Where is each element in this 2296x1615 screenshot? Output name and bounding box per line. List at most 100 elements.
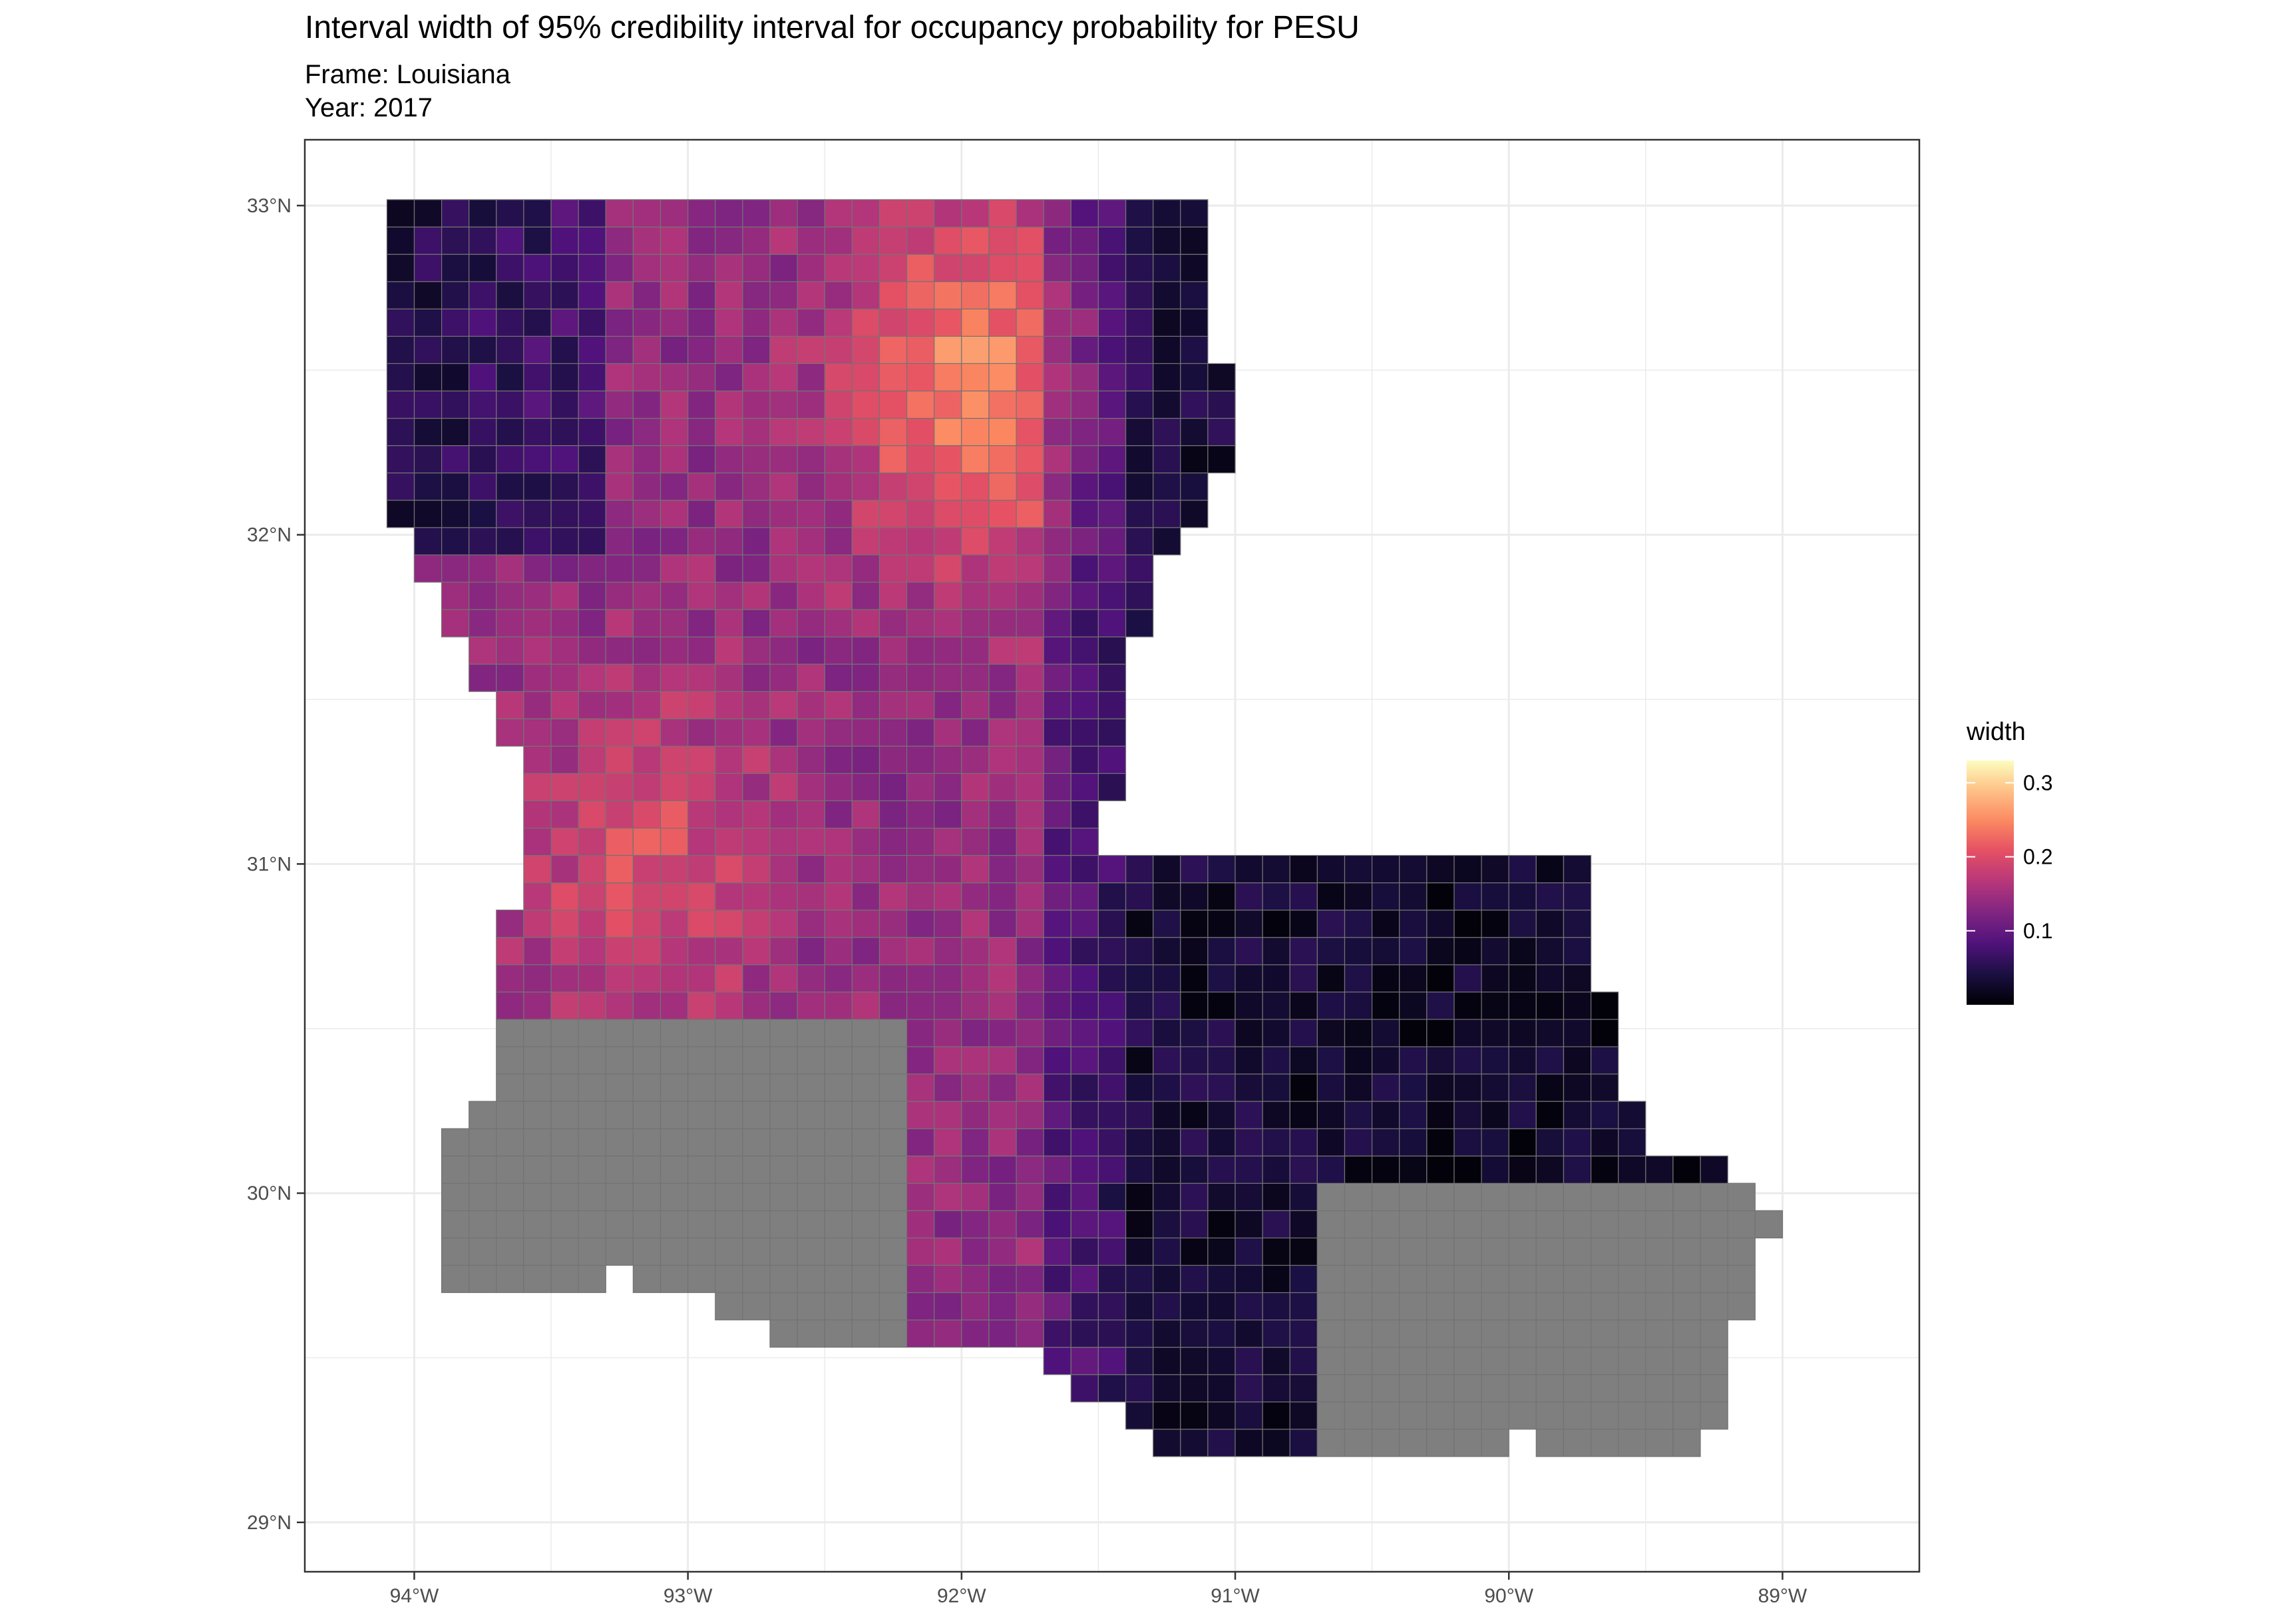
map-cell [496, 582, 524, 610]
map-cell [1153, 1155, 1181, 1184]
map-cell [988, 691, 1017, 719]
map-cell [1070, 1073, 1099, 1102]
map-cell [769, 1182, 798, 1211]
map-cell [906, 1155, 935, 1184]
map-cell [1097, 1155, 1127, 1184]
legend-tick-label: 0.3 [2023, 771, 2052, 795]
map-cell [1399, 1264, 1428, 1294]
map-cell [632, 199, 662, 228]
map-title: Interval width of 95% credibility interv… [305, 10, 1360, 45]
map-cell [1453, 1319, 1482, 1348]
map-cell [1125, 1073, 1154, 1102]
map-cell [988, 800, 1017, 829]
map-cell [715, 554, 743, 583]
map-cell [797, 226, 825, 255]
map-cell [1070, 527, 1099, 556]
map-cell [632, 445, 662, 474]
map-cell [550, 1101, 579, 1129]
map-cell [1016, 335, 1044, 364]
map-cell [1070, 417, 1099, 447]
map-cell [660, 445, 689, 474]
map-cell [715, 854, 743, 884]
map-cell [934, 609, 962, 637]
map-cell [523, 554, 552, 583]
map-cell [469, 500, 497, 528]
map-cell [851, 691, 880, 719]
map-cell [441, 472, 470, 501]
map-cell [1180, 1046, 1209, 1075]
map-cell [660, 281, 689, 309]
map-cell [742, 663, 771, 692]
map-cell [1097, 937, 1127, 966]
map-cell [961, 500, 990, 528]
map-cell [1207, 1292, 1236, 1321]
map-cell [1508, 854, 1537, 884]
map-cell [496, 609, 524, 637]
map-cell [988, 636, 1017, 665]
map-cell [1153, 1374, 1181, 1403]
map-cell [1481, 1292, 1509, 1321]
map-cell [1180, 199, 1209, 228]
map-cell [1563, 1401, 1592, 1430]
map-cell [523, 663, 552, 692]
map-cell [1535, 1237, 1565, 1266]
map-cell [1043, 1264, 1071, 1294]
map-cell [824, 390, 853, 419]
map-cell [934, 582, 962, 610]
map-cell [1591, 1046, 1619, 1075]
map-cell [1563, 1346, 1592, 1375]
x-tick-label: 89°W [1758, 1585, 1808, 1607]
map-cell [1016, 500, 1044, 528]
map-cell [1535, 1210, 1565, 1239]
map-cell [1016, 773, 1044, 802]
map-cell [1070, 1210, 1099, 1239]
map-cell [1016, 663, 1044, 692]
map-cell [1645, 1292, 1674, 1321]
map-cell [1344, 1264, 1373, 1294]
map-cell [824, 582, 853, 610]
map-cell [878, 1073, 908, 1102]
map-cell [769, 1264, 798, 1294]
map-cell [1262, 1019, 1290, 1047]
map-cell [1180, 363, 1209, 392]
map-cell [1180, 1346, 1209, 1375]
map-cell [1097, 254, 1127, 282]
map-cell [1481, 991, 1509, 1020]
map-cell [441, 335, 470, 364]
map-cell [441, 1128, 470, 1157]
map-cell [578, 390, 606, 419]
map-cell [1153, 1182, 1181, 1211]
map-cell [1153, 199, 1181, 228]
map-cell [961, 1292, 990, 1321]
map-cell [824, 1073, 853, 1102]
map-cell [632, 854, 662, 884]
map-cell [1372, 1128, 1400, 1157]
map-cell [1563, 1264, 1592, 1294]
map-cell [1563, 964, 1592, 993]
map-cell [1180, 909, 1209, 938]
map-cell [1399, 1182, 1428, 1211]
map-cell [1481, 1346, 1509, 1375]
map-cell [523, 1046, 552, 1075]
map-cell [1207, 1429, 1236, 1457]
map-cell [824, 254, 853, 282]
map-cell [961, 991, 990, 1020]
map-cell [523, 773, 552, 802]
map-cell [797, 1155, 825, 1184]
map-cell [1700, 1346, 1728, 1375]
map-cell [578, 1101, 606, 1129]
map-cell [851, 773, 880, 802]
map-cell [496, 991, 524, 1020]
map-cell [797, 308, 825, 337]
map-cell [1070, 691, 1099, 719]
map-cell [988, 1319, 1017, 1348]
map-cell [906, 800, 935, 829]
map-cell [824, 1101, 853, 1129]
map-cell [934, 254, 962, 282]
map-cell [605, 991, 634, 1020]
map-cell [824, 745, 853, 775]
map-cell [496, 718, 524, 747]
map-cell [1043, 1073, 1071, 1102]
map-cell [1344, 937, 1373, 966]
map-cell [1043, 745, 1071, 775]
